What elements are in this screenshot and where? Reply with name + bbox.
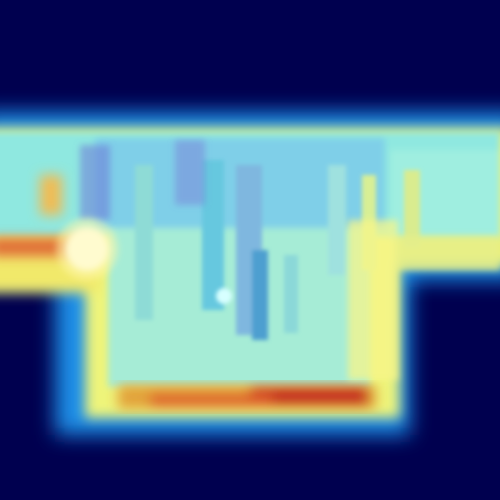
- bright-hotspot: [56, 218, 118, 280]
- small-cyan-spot: [216, 288, 232, 304]
- bottom-red-band: [118, 385, 376, 409]
- right-shelf-yellow: [348, 220, 500, 380]
- upper-purple-tint: [80, 140, 205, 220]
- vertical-streaks: [135, 160, 420, 340]
